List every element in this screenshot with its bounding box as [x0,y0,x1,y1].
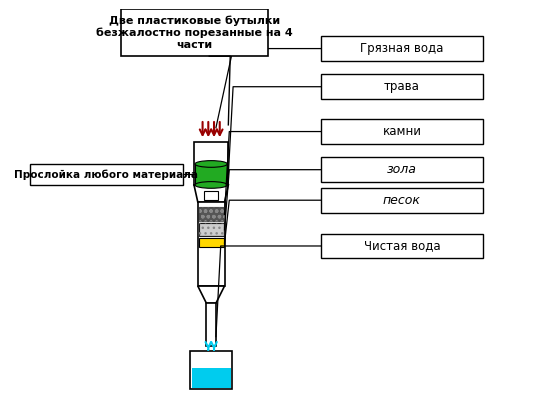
Text: Грязная вода: Грязная вода [360,42,443,55]
Bar [205,191,218,200]
Text: Чистая вода: Чистая вода [363,240,440,252]
Text: песок: песок [383,194,421,207]
Text: Прослойка любого материала: Прослойка любого материала [14,169,198,180]
Bar [321,119,483,144]
Bar [195,164,227,185]
Text: зола: зола [387,163,417,176]
Bar [321,74,483,99]
Bar [121,9,268,56]
Bar [321,36,483,61]
Bar [30,164,183,185]
Text: камни: камни [382,125,422,138]
Ellipse shape [195,182,227,188]
Bar [190,351,232,389]
Polygon shape [198,286,225,303]
Bar [191,368,231,388]
Bar [199,238,224,247]
Bar [199,223,224,236]
Bar [321,157,483,182]
Ellipse shape [195,161,227,167]
Bar [206,303,216,346]
Bar [321,234,483,258]
Bar [199,223,224,236]
Polygon shape [194,185,228,202]
Bar [321,188,483,213]
Bar [198,202,225,286]
Bar [194,142,228,185]
Text: Две пластиковые бутылки
безжалостно порезанные на 4
части: Две пластиковые бутылки безжалостно поре… [96,15,293,49]
Bar [199,207,224,221]
Bar [199,207,224,221]
Text: трава: трава [384,80,420,93]
